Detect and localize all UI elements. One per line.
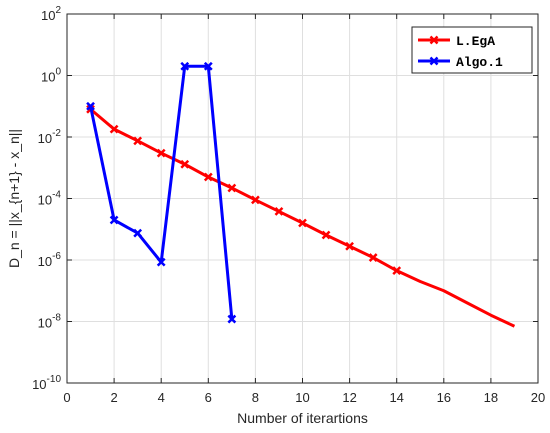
data-point-marker [180, 159, 190, 169]
legend-box [411, 26, 533, 74]
y-tick-label: 10-10 [32, 374, 61, 392]
data-point-marker [133, 136, 143, 146]
data-point-marker [345, 241, 354, 251]
legend-marker [429, 56, 439, 66]
x-tick-label: 8 [252, 390, 259, 405]
legend-item: Algo.1 [418, 55, 503, 70]
data-point-marker [227, 183, 237, 193]
y-tick-label: 10-4 [38, 190, 62, 208]
data-point-marker [251, 195, 260, 205]
y-tick-label: 10-8 [38, 313, 62, 331]
legend-label: L.EgA [456, 34, 495, 49]
y-tick-label: 10-2 [38, 128, 62, 146]
y-tick-label: 100 [41, 67, 61, 85]
x-tick-label: 14 [389, 390, 403, 405]
series-l-ega [86, 104, 516, 328]
data-point-marker [321, 230, 331, 240]
x-tick-label: 2 [110, 390, 117, 405]
y-tick-label: 102 [41, 5, 61, 23]
data-point-marker [86, 101, 95, 111]
x-tick-label: 0 [63, 390, 70, 405]
legend-marker [429, 35, 439, 45]
data-point-marker [133, 228, 143, 238]
y-tick-label: 10-6 [38, 251, 62, 269]
y-axis-title: D_n = ||x_{n+1} - x_n|| [6, 129, 22, 268]
legend: L.EgA Algo.1 [411, 26, 533, 74]
data-point-marker [109, 124, 119, 134]
x-tick-label: 16 [437, 390, 451, 405]
data-point-marker [392, 266, 402, 276]
data-point-marker [227, 314, 237, 324]
data-point-marker [368, 253, 378, 262]
series-algo-1 [86, 61, 237, 324]
data-point-marker [109, 215, 119, 225]
x-tick-label: 6 [205, 390, 212, 405]
legend-label: Algo.1 [456, 55, 503, 70]
data-point-marker [180, 61, 190, 71]
data-point-marker [298, 218, 307, 228]
data-point-marker [274, 207, 284, 216]
x-axis-title: Number of iterartions [237, 410, 368, 426]
x-tick-label: 4 [158, 390, 165, 405]
x-tick-labels: 0 2 4 6 8 10 12 14 16 18 20 [63, 390, 545, 405]
y-tick-labels: 10-10 10-8 10-6 10-4 10-2 100 102 [32, 5, 61, 392]
data-point-marker [203, 172, 213, 182]
legend-item: L.EgA [418, 34, 495, 49]
data-point-marker [156, 257, 166, 267]
series-layer [86, 61, 516, 328]
x-tick-label: 10 [295, 390, 309, 405]
x-tick-label: 12 [342, 390, 356, 405]
x-tick-label: 20 [531, 390, 545, 405]
plot-frame [66, 13, 539, 384]
data-point-marker [156, 148, 166, 158]
data-point-marker [203, 61, 213, 71]
x-tick-label: 18 [484, 390, 498, 405]
